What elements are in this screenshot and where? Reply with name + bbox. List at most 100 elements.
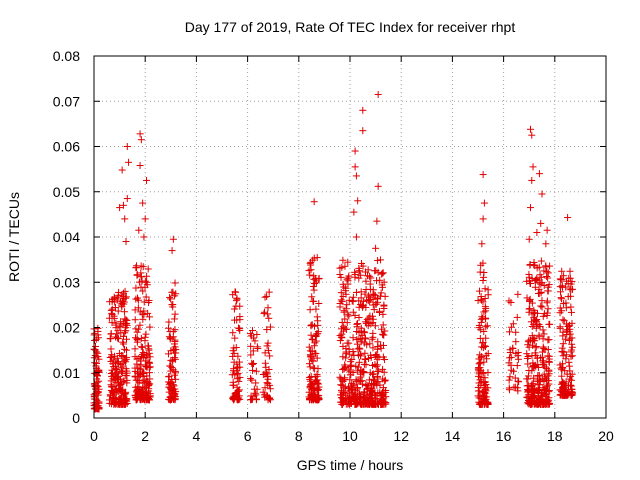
data-point bbox=[236, 302, 244, 310]
data-point bbox=[112, 385, 120, 393]
data-point bbox=[350, 208, 358, 216]
data-point bbox=[112, 379, 120, 387]
data-point bbox=[142, 293, 150, 301]
data-point bbox=[137, 334, 145, 342]
data-point bbox=[479, 171, 487, 179]
data-point bbox=[172, 388, 180, 396]
data-point bbox=[507, 361, 515, 369]
data-point bbox=[535, 387, 543, 395]
data-point bbox=[135, 393, 143, 401]
data-point bbox=[167, 295, 175, 303]
y-tick-label: 0.08 bbox=[53, 48, 80, 64]
data-point bbox=[545, 336, 553, 344]
data-point bbox=[541, 363, 549, 371]
x-tick-label: 20 bbox=[598, 428, 614, 444]
data-point bbox=[107, 306, 115, 314]
data-point bbox=[262, 369, 270, 377]
data-point bbox=[539, 335, 547, 343]
data-point bbox=[123, 321, 131, 329]
data-point bbox=[537, 354, 545, 362]
data-point bbox=[568, 388, 576, 396]
data-point bbox=[119, 201, 127, 209]
data-point bbox=[364, 292, 372, 300]
data-point bbox=[165, 372, 173, 380]
data-point bbox=[567, 382, 575, 390]
data-point bbox=[543, 226, 551, 234]
data-point bbox=[345, 312, 353, 320]
data-point bbox=[479, 215, 487, 223]
data-point bbox=[308, 335, 316, 343]
data-point bbox=[348, 389, 356, 397]
data-point bbox=[364, 400, 372, 408]
data-point bbox=[307, 381, 315, 389]
data-point bbox=[509, 367, 517, 375]
data-point bbox=[261, 359, 269, 367]
data-point bbox=[373, 372, 381, 380]
data-point bbox=[479, 277, 487, 285]
data-point bbox=[372, 391, 380, 399]
data-point bbox=[361, 290, 369, 298]
data-point bbox=[119, 338, 127, 346]
data-point bbox=[568, 319, 576, 327]
data-point bbox=[528, 131, 536, 139]
data-point bbox=[308, 293, 316, 301]
data-point bbox=[530, 334, 538, 342]
data-point bbox=[349, 348, 357, 356]
data-point bbox=[305, 373, 313, 381]
data-point bbox=[366, 312, 374, 320]
data-point bbox=[311, 364, 319, 372]
y-tick-label: 0.05 bbox=[53, 184, 80, 200]
data-point bbox=[377, 390, 385, 398]
data-point bbox=[232, 297, 240, 305]
data-point bbox=[352, 172, 360, 180]
data-point bbox=[107, 370, 115, 378]
data-point bbox=[474, 387, 482, 395]
data-point bbox=[360, 328, 368, 336]
data-point bbox=[545, 320, 553, 328]
data-point bbox=[347, 358, 355, 366]
data-point bbox=[125, 158, 133, 166]
data-point bbox=[530, 374, 538, 382]
data-point bbox=[355, 274, 363, 282]
data-point bbox=[263, 326, 271, 334]
data-point bbox=[381, 356, 389, 364]
data-point bbox=[480, 308, 488, 316]
data-point bbox=[559, 352, 567, 360]
data-point bbox=[140, 298, 148, 306]
data-point bbox=[117, 329, 125, 337]
y-tick-label: 0.03 bbox=[53, 274, 80, 290]
data-point bbox=[141, 283, 149, 291]
data-point bbox=[535, 263, 543, 271]
data-point bbox=[482, 334, 490, 342]
data-point bbox=[137, 361, 145, 369]
data-point bbox=[310, 385, 318, 393]
data-point bbox=[545, 396, 553, 404]
y-tick-label: 0.02 bbox=[53, 320, 80, 336]
data-point bbox=[349, 334, 357, 342]
data-point bbox=[370, 306, 378, 314]
data-point bbox=[529, 163, 537, 171]
data-point bbox=[234, 387, 242, 395]
data-point bbox=[374, 90, 382, 98]
data-point bbox=[91, 352, 99, 360]
data-point bbox=[345, 296, 353, 304]
data-point bbox=[543, 395, 551, 403]
data-point bbox=[168, 247, 176, 255]
data-point bbox=[313, 376, 321, 384]
data-point bbox=[135, 377, 143, 385]
data-point bbox=[540, 267, 548, 275]
data-point bbox=[372, 300, 380, 308]
x-tick-label: 12 bbox=[393, 428, 409, 444]
data-point bbox=[353, 336, 361, 344]
data-point bbox=[505, 376, 513, 384]
data-point bbox=[375, 367, 383, 375]
data-point bbox=[235, 386, 243, 394]
data-point bbox=[377, 400, 385, 408]
data-point bbox=[266, 381, 274, 389]
data-point bbox=[527, 279, 535, 287]
data-point bbox=[141, 215, 149, 223]
data-point bbox=[123, 369, 131, 377]
data-point bbox=[358, 380, 366, 388]
data-point bbox=[308, 396, 316, 404]
data-point bbox=[231, 391, 239, 399]
